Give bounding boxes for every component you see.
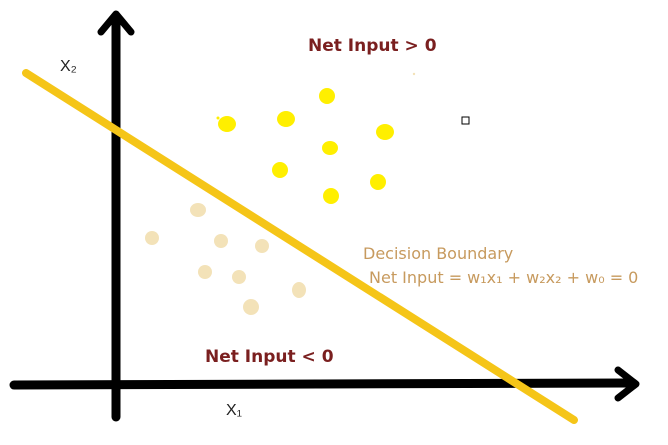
decision-boundary-title: Decision Boundary [363,244,514,263]
decision-boundary-equation: Net Input = w₁x₁ + w₂x₂ + w₀ = 0 [369,268,639,287]
negative-point [145,231,159,245]
x-axis-label: X₁ [226,402,243,419]
negative-point [198,265,212,279]
negative-point [232,270,246,284]
positive-point [376,124,394,140]
positive-point [322,141,338,155]
x-axis-arrowhead [614,366,640,402]
positive-point [319,88,335,104]
negative-point [243,299,259,315]
positive-point [277,111,295,127]
positive-point [323,188,339,204]
negative-point [255,239,269,253]
negative-point [190,203,206,217]
region-positive-label: Net Input > 0 [308,36,437,56]
y-axis-arrowhead [97,10,135,36]
decision-boundary-line [22,69,578,424]
positive-point [218,116,236,132]
negative-point [214,234,228,248]
y-axis-label: X₂ [60,58,77,75]
stray-dot [216,116,220,120]
positive-point [370,174,386,190]
positive-point [272,162,288,178]
negative-class-points [145,203,306,315]
small-square-mark [461,116,470,125]
x-axis [9,378,635,390]
region-negative-label: Net Input < 0 [205,347,334,367]
stray-dot [412,72,416,76]
negative-point [292,282,306,298]
positive-class-points [218,88,394,204]
